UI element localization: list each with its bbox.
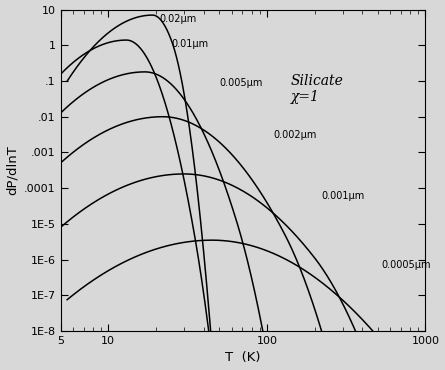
Text: 0.01μm: 0.01μm (171, 39, 209, 49)
Text: 0.0005μm: 0.0005μm (382, 260, 431, 270)
Text: 0.005μm: 0.005μm (219, 78, 263, 88)
Text: 0.02μm: 0.02μm (159, 14, 197, 24)
Text: 0.002μm: 0.002μm (273, 130, 317, 140)
Text: Silicate
χ=1: Silicate χ=1 (291, 74, 344, 104)
X-axis label: T  (K): T (K) (225, 352, 261, 364)
Text: 0.001μm: 0.001μm (321, 191, 364, 201)
Y-axis label: dP/dlnT: dP/dlnT (5, 145, 19, 195)
